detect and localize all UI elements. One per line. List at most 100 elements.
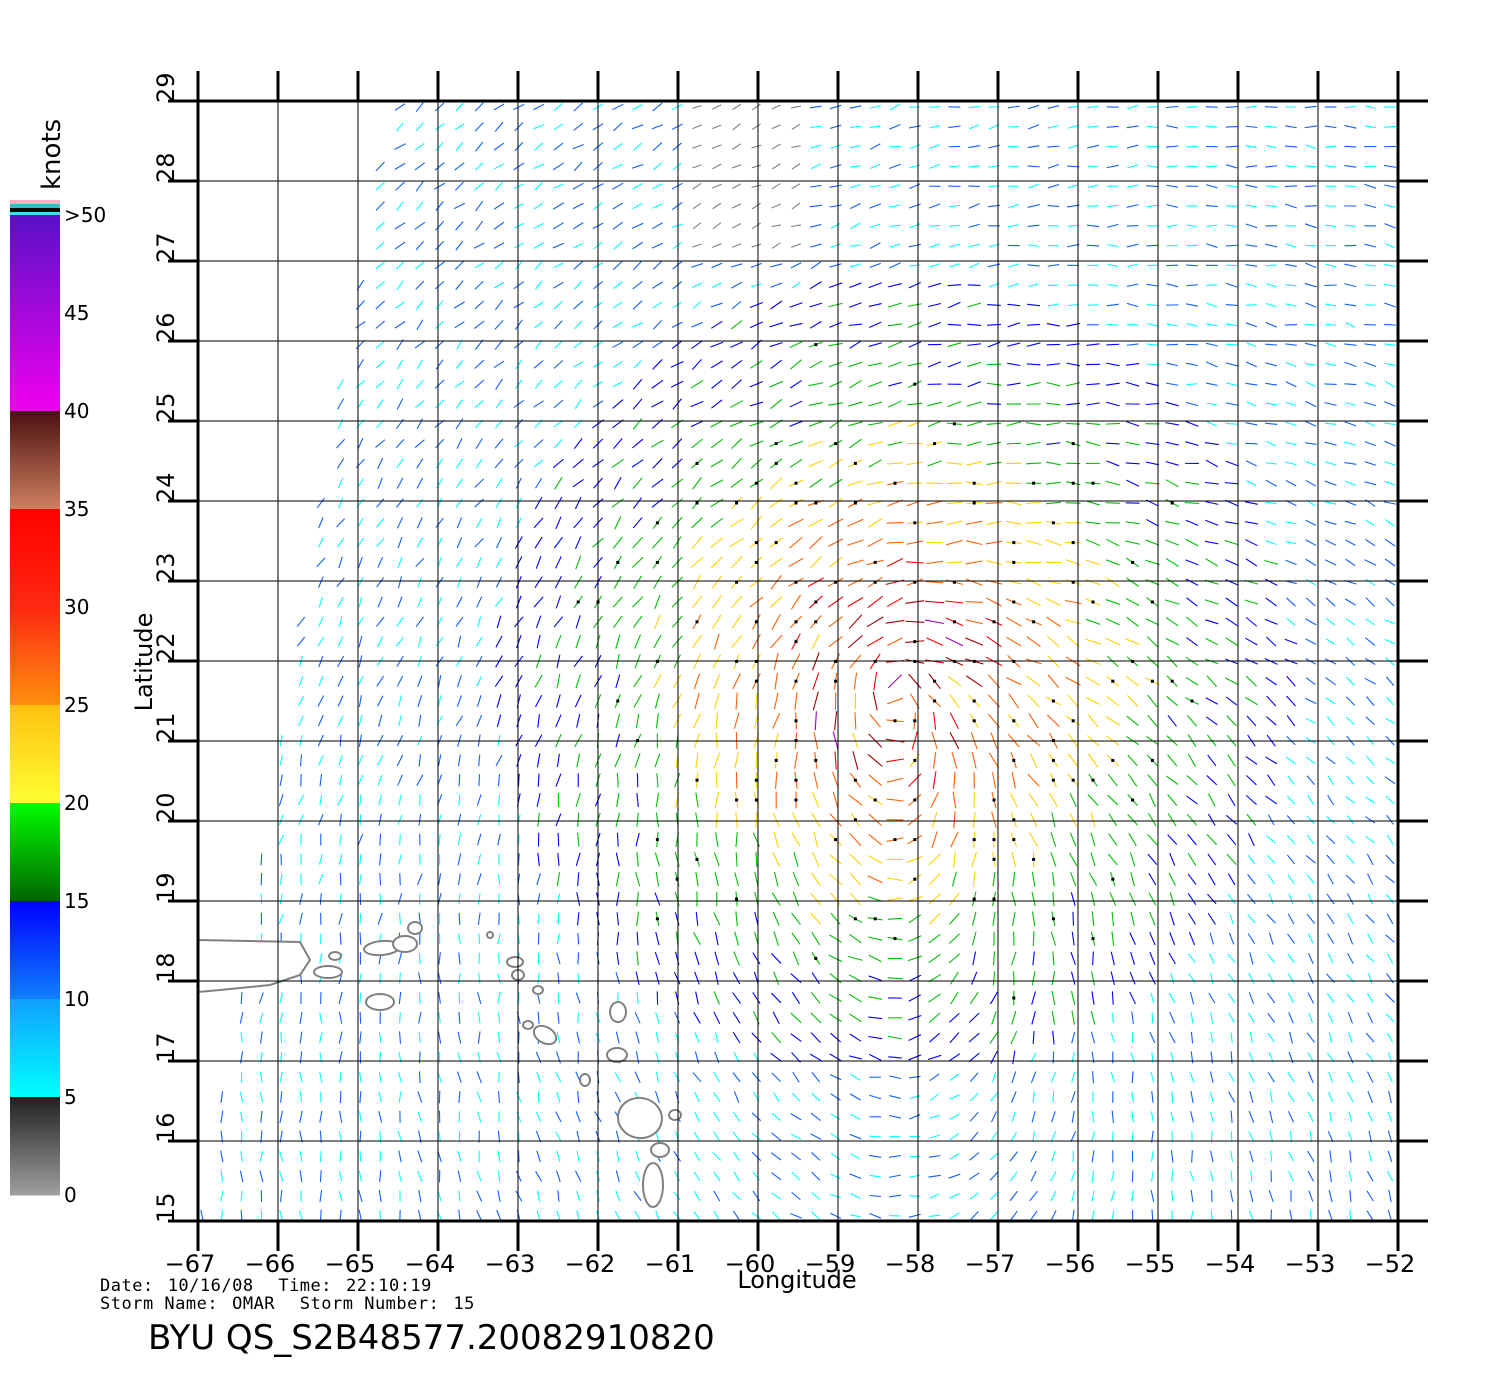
- wind-vector: [1145, 618, 1160, 626]
- wind-vector: [1346, 993, 1355, 1003]
- wind-vector: [338, 497, 344, 509]
- wind-vector: [928, 953, 941, 964]
- wind-vector: [318, 675, 324, 687]
- wind-vector: [495, 536, 503, 549]
- wind-vector: [868, 855, 883, 864]
- wind-vector: [790, 1133, 802, 1140]
- wind-vector: [633, 694, 642, 708]
- longitude-tick-label: −63: [485, 1250, 536, 1278]
- wind-vector: [1145, 461, 1160, 466]
- wind-vector: [711, 379, 723, 389]
- wind-vector: [730, 320, 743, 330]
- wind-vector: [1070, 990, 1076, 1006]
- wind-vector: [377, 912, 383, 925]
- wind-vector: [1348, 1111, 1353, 1123]
- wind-vector: [378, 813, 382, 826]
- wind-vector: [1027, 694, 1040, 708]
- wind-vector: [435, 220, 445, 231]
- wind-vector: [474, 162, 484, 171]
- rain-flag: [873, 580, 877, 584]
- wind-vector: [751, 1072, 761, 1083]
- wind-vector: [1364, 441, 1376, 447]
- latitude-tick-label: 23: [152, 552, 180, 583]
- wind-vector: [928, 144, 941, 149]
- rain-flag: [1091, 481, 1095, 485]
- wind-vector: [1364, 243, 1377, 248]
- wind-vector: [749, 421, 764, 427]
- rain-flag: [754, 679, 758, 683]
- rain-flag: [972, 699, 976, 703]
- wind-vector: [338, 556, 343, 569]
- wind-vector: [635, 971, 640, 985]
- wind-vector: [1307, 933, 1314, 944]
- wind-vector: [850, 1193, 861, 1199]
- wind-vector: [1267, 992, 1276, 1004]
- wind-vector: [671, 556, 683, 569]
- wind-vector: [1125, 363, 1140, 366]
- wind-vector: [926, 500, 943, 506]
- storm-number-value: 15: [453, 1294, 475, 1314]
- wind-vector: [299, 1110, 303, 1123]
- wind-vector: [1046, 363, 1061, 366]
- wind-vector: [1010, 1131, 1018, 1142]
- wind-vector: [397, 774, 403, 786]
- wind-vector: [1067, 184, 1079, 189]
- wind-vector: [888, 1174, 902, 1178]
- wind-vector: [1384, 302, 1396, 308]
- wind-vector: [416, 319, 424, 331]
- wind-vector: [1345, 558, 1356, 567]
- wind-vector: [553, 300, 563, 310]
- wind-vector: [1384, 125, 1396, 128]
- wind-vector: [710, 438, 723, 449]
- wind-vector: [572, 222, 584, 230]
- wind-vector: [730, 478, 743, 488]
- wind-vector: [473, 242, 485, 249]
- wind-vector: [868, 774, 882, 786]
- wind-vector: [1306, 815, 1316, 825]
- wind-vector: [536, 873, 541, 886]
- rain-flag: [1071, 481, 1075, 485]
- wind-vector: [316, 497, 325, 509]
- wind-vector: [1285, 541, 1297, 545]
- wind-vector: [1384, 619, 1396, 625]
- wind-vector: [1126, 283, 1139, 287]
- wind-vector: [474, 379, 485, 389]
- wind-vector: [379, 1032, 382, 1044]
- wind-vector: [907, 955, 922, 962]
- wind-vector: [1189, 1170, 1195, 1182]
- wind-vector: [1027, 323, 1041, 326]
- wind-vector: [1304, 342, 1317, 347]
- wind-vector: [1245, 125, 1258, 129]
- wind-vector: [473, 320, 485, 329]
- wind-vector: [1227, 754, 1236, 767]
- wind-vector: [553, 420, 564, 428]
- wind-vector: [1046, 635, 1060, 648]
- wind-vector: [849, 1173, 862, 1179]
- wind-vector: [1304, 442, 1317, 445]
- wind-vector: [735, 852, 738, 867]
- wind-vector: [848, 955, 863, 961]
- wind-vector: [435, 359, 444, 370]
- wind-vector: [1345, 696, 1355, 706]
- wind-vector: [909, 1114, 921, 1120]
- wind-vector: [987, 323, 1001, 326]
- wind-vector: [810, 125, 822, 128]
- wind-vector: [953, 771, 956, 789]
- wind-vector: [1006, 421, 1021, 427]
- wind-vector: [1126, 577, 1139, 587]
- wind-vector: [1288, 1170, 1294, 1182]
- wind-vector: [948, 1053, 961, 1062]
- wind-vector: [1247, 893, 1256, 905]
- wind-vector: [750, 496, 762, 510]
- wind-vector: [1307, 1071, 1314, 1083]
- rain-flag: [754, 778, 758, 782]
- wind-vector: [1170, 1150, 1174, 1163]
- wind-vector: [534, 280, 543, 290]
- wind-vector: [477, 1031, 481, 1044]
- latitude-tick-label: 26: [152, 312, 180, 343]
- wind-vector: [1205, 558, 1219, 567]
- wind-vector: [513, 242, 524, 249]
- wind-vector: [655, 931, 660, 946]
- rain-flag: [972, 719, 976, 723]
- wind-vector: [318, 616, 324, 627]
